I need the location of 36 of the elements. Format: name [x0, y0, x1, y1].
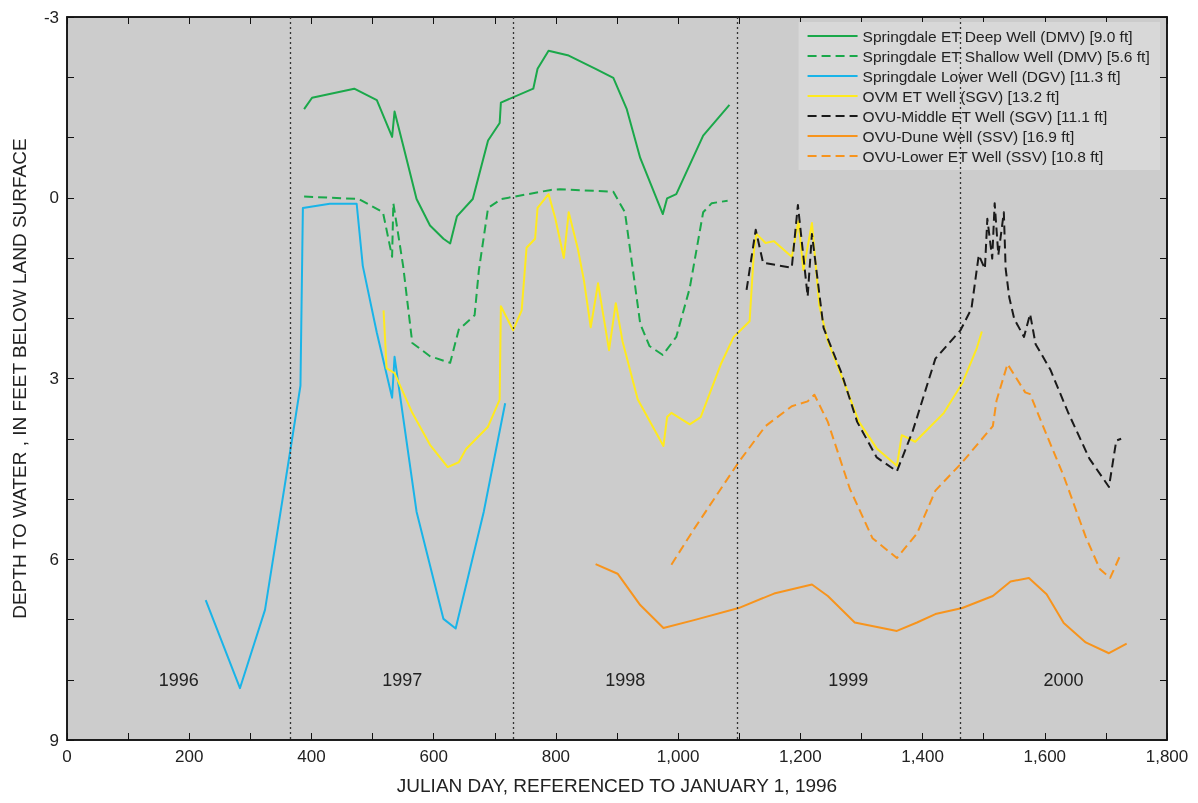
y-tick-label: -3 — [43, 7, 59, 27]
line-series — [594, 563, 1128, 655]
x-tick-label: 1,400 — [901, 747, 944, 766]
line-series — [204, 202, 507, 690]
y-axis-title: DEPTH TO WATER , IN FEET BELOW LAND SURFACE — [9, 138, 30, 619]
line-series — [303, 49, 731, 245]
legend-label: OVM ET Well (SGV) [13.2 ft] — [862, 87, 1060, 105]
x-tick-label: 1,600 — [1023, 747, 1067, 766]
line-series — [303, 188, 729, 364]
x-tick-label: 1,200 — [779, 747, 822, 766]
legend-label: OVU-Middle ET Well (SGV) [11.1 ft] — [862, 107, 1108, 125]
x-tick-label: 400 — [297, 747, 326, 766]
line-series — [670, 363, 1123, 579]
y-tick-label: 9 — [49, 730, 59, 750]
legend-label: OVU-Dune Well (SSV) [16.9 ft] — [862, 127, 1075, 145]
annotation: 1998 — [605, 670, 646, 690]
line-series — [382, 193, 983, 469]
x-tick-label: 1,800 — [1145, 747, 1189, 766]
y-tick-label: 6 — [49, 549, 59, 569]
x-tick-label: 200 — [175, 747, 204, 766]
x-tick-label: 800 — [541, 747, 571, 766]
x-tick-label: 600 — [419, 747, 448, 766]
annotation: 1997 — [382, 670, 423, 690]
annotation: 2000 — [1043, 670, 1084, 690]
x-tick-label: 1,000 — [656, 747, 700, 766]
annotation: 1996 — [158, 670, 199, 690]
legend-label: Springdale ET Deep Well (DMV) [9.0 ft] — [862, 27, 1133, 45]
y-tick-label: 0 — [49, 188, 59, 208]
x-tick-label: 0 — [62, 747, 72, 766]
legend-label: Springdale ET Shallow Well (DMV) [5.6 ft] — [862, 47, 1150, 65]
line-series — [745, 202, 1123, 488]
x-axis-title: JULIAN DAY, REFERENCED TO JANUARY 1, 1996 — [396, 775, 838, 796]
y-tick-label: 3 — [49, 369, 59, 388]
legend-label: OVU-Lower ET Well (SSV) [10.8 ft] — [862, 147, 1104, 165]
annotation: 1999 — [828, 670, 869, 690]
legend-label: Springdale Lower Well (DGV) [11.3 ft] — [862, 67, 1121, 85]
